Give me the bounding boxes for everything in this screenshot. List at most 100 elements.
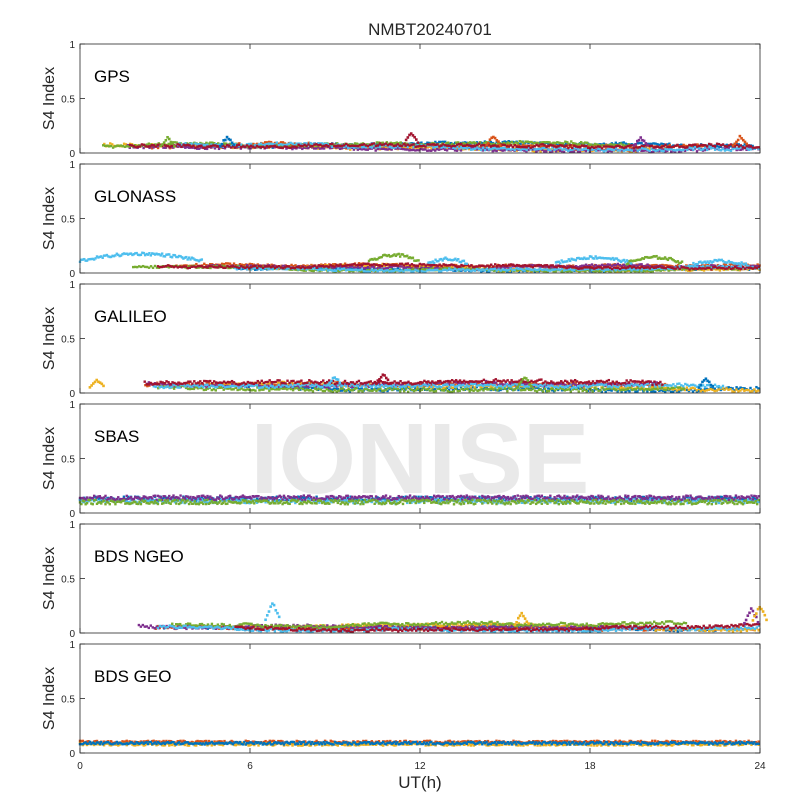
data-point bbox=[432, 143, 435, 146]
data-point bbox=[635, 258, 638, 262]
data-point bbox=[297, 266, 301, 269]
data-point bbox=[491, 268, 494, 271]
data-point bbox=[412, 143, 415, 146]
data-point bbox=[634, 146, 637, 149]
data-point bbox=[755, 146, 758, 149]
data-point bbox=[413, 259, 416, 262]
data-point bbox=[384, 267, 387, 270]
data-point bbox=[275, 267, 278, 271]
data-point bbox=[447, 267, 451, 270]
data-point bbox=[705, 387, 709, 391]
data-point bbox=[463, 269, 467, 272]
data-point bbox=[263, 143, 267, 147]
data-point bbox=[486, 270, 489, 273]
data-point bbox=[414, 145, 417, 148]
data-point bbox=[722, 268, 726, 272]
data-point bbox=[687, 147, 691, 151]
data-point bbox=[505, 266, 508, 269]
data-point bbox=[338, 268, 342, 272]
data-point bbox=[325, 142, 328, 145]
data-point bbox=[462, 259, 466, 263]
data-point bbox=[709, 260, 712, 263]
data-point bbox=[194, 146, 197, 149]
data-point bbox=[233, 146, 237, 149]
data-point bbox=[623, 270, 627, 273]
data-point bbox=[187, 256, 191, 259]
data-point bbox=[568, 259, 572, 263]
data-point bbox=[556, 148, 560, 151]
data-point bbox=[484, 265, 487, 268]
data-point bbox=[660, 267, 663, 271]
data-point bbox=[263, 265, 267, 268]
data-point bbox=[660, 264, 663, 268]
data-point bbox=[250, 263, 254, 266]
data-point bbox=[400, 144, 403, 148]
data-point bbox=[327, 143, 330, 147]
plot-area bbox=[80, 284, 760, 393]
data-point bbox=[319, 266, 322, 269]
data-point bbox=[598, 381, 601, 385]
data-point bbox=[301, 147, 304, 151]
data-point bbox=[404, 144, 407, 147]
data-point bbox=[112, 254, 116, 258]
data-point bbox=[485, 267, 489, 271]
data-point bbox=[501, 143, 505, 146]
data-point bbox=[589, 266, 592, 269]
data-point bbox=[563, 145, 566, 148]
data-point bbox=[455, 141, 458, 144]
data-point bbox=[584, 144, 588, 148]
data-point bbox=[678, 148, 681, 151]
data-point bbox=[436, 268, 439, 271]
data-point bbox=[386, 254, 389, 258]
data-point bbox=[361, 263, 364, 266]
data-point bbox=[539, 150, 542, 153]
data-point bbox=[249, 268, 253, 271]
data-point bbox=[641, 270, 645, 273]
data-point bbox=[640, 269, 643, 272]
data-point bbox=[281, 267, 285, 270]
data-point bbox=[305, 386, 308, 389]
data-point bbox=[648, 149, 651, 153]
data-point bbox=[749, 266, 753, 270]
data-point bbox=[590, 145, 594, 149]
data-point bbox=[632, 267, 635, 271]
data-point bbox=[537, 268, 540, 272]
data-point bbox=[180, 145, 183, 148]
data-point bbox=[640, 265, 644, 269]
data-point bbox=[548, 141, 551, 144]
data-point bbox=[392, 146, 396, 149]
data-point bbox=[327, 144, 330, 148]
data-point bbox=[596, 268, 600, 271]
data-point bbox=[564, 269, 567, 273]
data-point bbox=[731, 147, 735, 151]
data-point bbox=[495, 147, 499, 150]
data-point bbox=[715, 142, 719, 145]
data-point bbox=[551, 146, 554, 149]
data-point bbox=[431, 260, 434, 263]
data-point bbox=[757, 265, 761, 269]
data-point bbox=[721, 259, 725, 263]
data-point bbox=[235, 144, 239, 147]
data-point bbox=[317, 142, 320, 145]
data-point bbox=[398, 146, 401, 149]
data-point bbox=[356, 269, 360, 272]
data-point bbox=[679, 261, 682, 265]
data-point bbox=[118, 254, 121, 258]
data-point bbox=[700, 267, 703, 270]
series-tracks bbox=[102, 132, 760, 154]
data-point bbox=[342, 267, 346, 270]
data-point bbox=[176, 145, 179, 148]
data-point bbox=[358, 387, 361, 391]
data-point bbox=[378, 147, 381, 150]
data-point bbox=[390, 263, 394, 267]
data-point bbox=[443, 267, 446, 270]
data-point bbox=[491, 147, 495, 150]
data-point bbox=[608, 263, 612, 266]
data-point bbox=[355, 142, 359, 145]
data-point bbox=[751, 264, 754, 267]
data-point bbox=[503, 268, 506, 272]
data-point bbox=[164, 138, 168, 142]
data-point bbox=[456, 147, 459, 150]
data-point bbox=[249, 147, 252, 150]
data-point bbox=[415, 384, 419, 388]
